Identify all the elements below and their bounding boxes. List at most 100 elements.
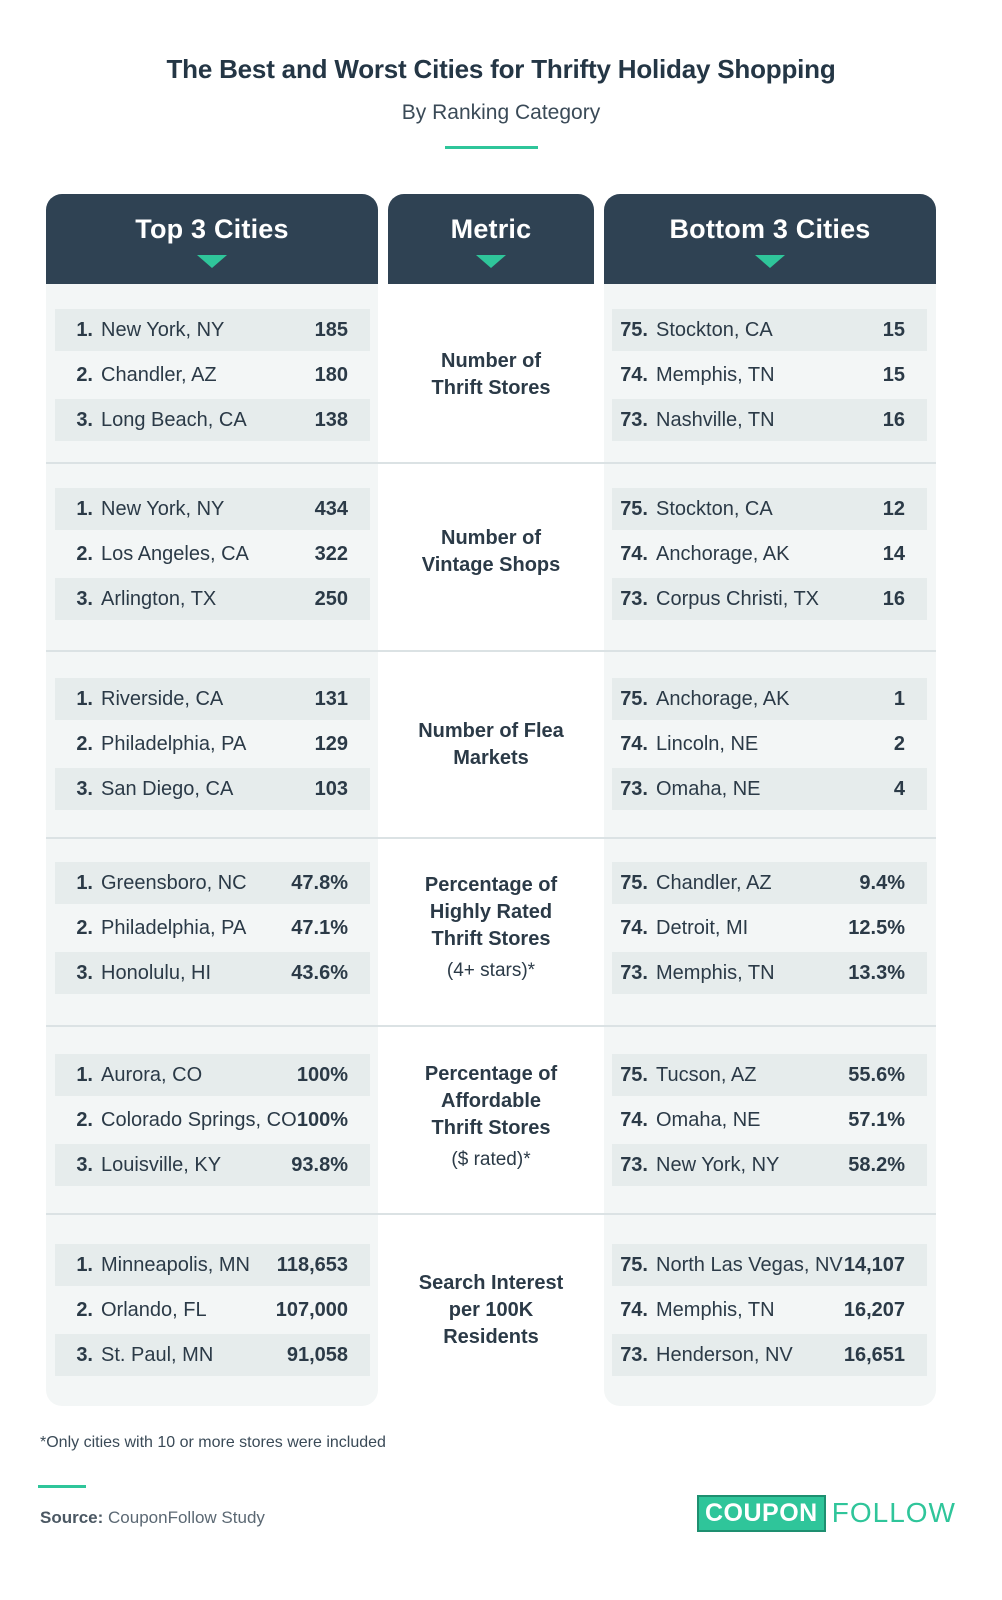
table-row: 1. New York, NY 185: [55, 309, 370, 351]
footer-divider: [38, 1485, 86, 1488]
city-name: Anchorage, AK: [656, 542, 790, 565]
section-divider: [46, 1213, 936, 1215]
section-divider: [46, 650, 936, 652]
chevron-down-icon: [197, 255, 227, 268]
header-bottom-cities: Bottom 3 Cities: [604, 194, 936, 284]
header-bottom-cities-label: Bottom 3 Cities: [669, 214, 871, 244]
metric-label: Number of Thrift Stores: [388, 348, 594, 402]
table-row: 73. New York, NY 58.2%: [612, 1144, 927, 1186]
rank-number: 3.: [76, 408, 93, 431]
table-row: 74. Anchorage, AK 14: [612, 533, 927, 575]
rank-number: 3.: [76, 1343, 93, 1366]
city-name: New York, NY: [656, 1153, 780, 1176]
section-divider: [46, 462, 936, 464]
city-name: New York, NY: [101, 497, 225, 520]
metric-value: 91,058: [286, 1343, 348, 1366]
city-name: San Diego, CA: [101, 777, 234, 800]
metric-value: 250: [314, 587, 348, 610]
header-top-cities-label: Top 3 Cities: [135, 214, 289, 244]
table-row: 75. Stockton, CA 15: [612, 309, 927, 351]
city-name: Arlington, TX: [101, 587, 217, 610]
metric-value: 55.6%: [848, 1063, 905, 1086]
table-row: 2. Los Angeles, CA 322: [55, 533, 370, 575]
table-row: 73. Memphis, TN 13.3%: [612, 952, 927, 994]
rank-number: 74.: [620, 1298, 648, 1321]
table-row: 75. Stockton, CA 12: [612, 488, 927, 530]
rank-number: 73.: [620, 777, 648, 800]
rank-number: 2.: [76, 1298, 93, 1321]
table-row: 1. Greensboro, NC 47.8%: [55, 862, 370, 904]
page-subtitle: By Ranking Category: [401, 101, 601, 124]
table-row: 3. St. Paul, MN 91,058: [55, 1334, 370, 1376]
metric-label: Number of Vintage Shops: [388, 525, 594, 579]
section-divider: [46, 1025, 936, 1027]
couponfollow-logo: COUPON FOLLOW: [697, 1494, 956, 1532]
rank-number: 1.: [76, 687, 93, 710]
metric-value: 13.3%: [848, 961, 905, 984]
table-row: 73. Omaha, NE 4: [612, 768, 927, 810]
table-row: 2. Colorado Springs, CO 100%: [55, 1099, 370, 1141]
metric-value: 4: [893, 777, 905, 800]
rank-number: 73.: [620, 1153, 648, 1176]
metric-value: 131: [314, 687, 348, 710]
table-row: 1. Minneapolis, MN 118,653: [55, 1244, 370, 1286]
rank-number: 3.: [76, 1153, 93, 1176]
metric-value: 58.2%: [848, 1153, 905, 1176]
city-name: Tucson, AZ: [656, 1063, 757, 1086]
rank-number: 73.: [620, 1343, 648, 1366]
metric-value: 47.8%: [291, 871, 348, 894]
city-name: Orlando, FL: [101, 1298, 207, 1321]
rank-number: 73.: [620, 587, 648, 610]
rank-number: 3.: [76, 961, 93, 984]
city-name: Philadelphia, PA: [101, 916, 247, 939]
rank-number: 75.: [620, 871, 648, 894]
city-name: Stockton, CA: [656, 497, 773, 520]
table-row: 74. Detroit, MI 12.5%: [612, 907, 927, 949]
rank-number: 1.: [76, 318, 93, 341]
footnote: *Only cities with 10 or more stores were…: [40, 1434, 386, 1451]
metric-value: 47.1%: [291, 916, 348, 939]
metric-label: Search Interest per 100K Residents: [388, 1270, 594, 1351]
metric-name: Percentage of Highly Rated Thrift Stores: [424, 874, 558, 950]
metric-value: 107,000: [275, 1298, 348, 1321]
rank-number: 1.: [76, 1063, 93, 1086]
rank-number: 74.: [620, 732, 648, 755]
metric-value: 100%: [296, 1063, 348, 1086]
metric-value: 1: [893, 687, 905, 710]
table-row: 74. Memphis, TN 15: [612, 354, 927, 396]
table-row: 75. Anchorage, AK 1: [612, 678, 927, 720]
city-name: Long Beach, CA: [101, 408, 247, 431]
metric-value: 9.4%: [859, 871, 905, 894]
rank-number: 2.: [76, 916, 93, 939]
metric-name: Number of Thrift Stores: [431, 350, 551, 399]
logo-coupon: COUPON: [697, 1494, 826, 1532]
metric-value: 16,651: [843, 1343, 905, 1366]
city-name: St. Paul, MN: [101, 1343, 214, 1366]
rank-number: 2.: [76, 363, 93, 386]
metric-value: 185: [314, 318, 348, 341]
city-name: Lincoln, NE: [656, 732, 759, 755]
table-row: 73. Corpus Christi, TX 16: [612, 578, 927, 620]
metric-value: 15: [882, 363, 905, 386]
city-name: Louisville, KY: [101, 1153, 222, 1176]
table-row: 1. Riverside, CA 131: [55, 678, 370, 720]
table-row: 73. Henderson, NV 16,651: [612, 1334, 927, 1376]
table-row: 2. Philadelphia, PA 47.1%: [55, 907, 370, 949]
rank-number: 3.: [76, 587, 93, 610]
metric-value: 16,207: [843, 1298, 905, 1321]
rank-number: 1.: [76, 1253, 93, 1276]
city-name: Corpus Christi, TX: [656, 587, 820, 610]
metric-name: Search Interest per 100K Residents: [418, 1272, 564, 1348]
city-name: Anchorage, AK: [656, 687, 790, 710]
table-row: 75. North Las Vegas, NV 14,107: [612, 1244, 927, 1286]
table-row: 73. Nashville, TN 16: [612, 399, 927, 441]
metric-value: 43.6%: [291, 961, 348, 984]
rank-number: 3.: [76, 777, 93, 800]
metric-label: Percentage of Affordable Thrift Stores ($…: [388, 1061, 594, 1173]
metric-note: ($ rated)*: [451, 1149, 531, 1170]
city-name: Philadelphia, PA: [101, 732, 247, 755]
city-name: Colorado Springs, CO: [101, 1108, 297, 1131]
metric-label: Percentage of Highly Rated Thrift Stores…: [388, 872, 594, 984]
title-divider: [445, 146, 538, 149]
city-name: Memphis, TN: [656, 1298, 775, 1321]
